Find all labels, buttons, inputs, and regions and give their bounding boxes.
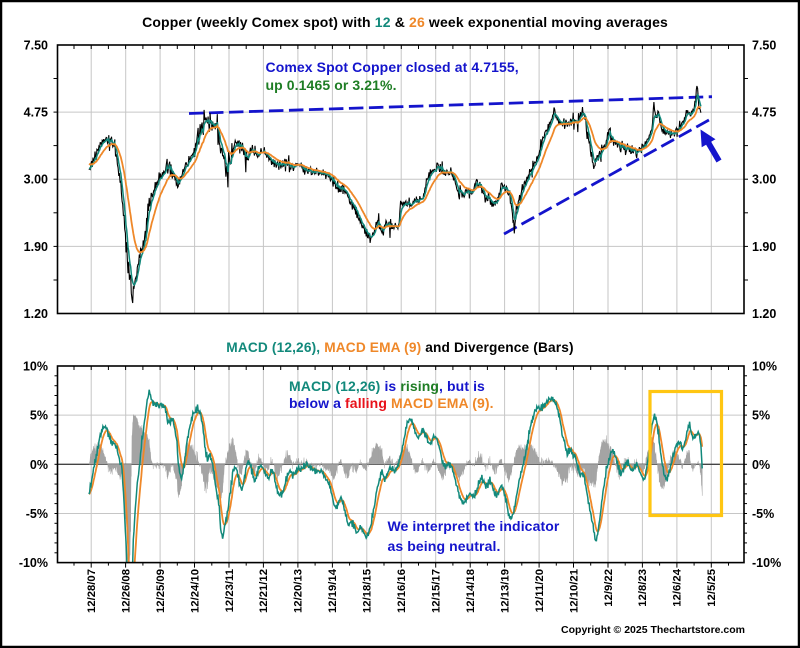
svg-text:12/26/08: 12/26/08 bbox=[121, 569, 133, 613]
svg-text:4.75: 4.75 bbox=[24, 106, 48, 120]
svg-text:1.20: 1.20 bbox=[752, 307, 776, 321]
svg-text:12/8/23: 12/8/23 bbox=[637, 569, 649, 607]
svg-text:12/13/19: 12/13/19 bbox=[499, 569, 511, 613]
svg-text:below a falling MACD EMA (9).: below a falling MACD EMA (9). bbox=[289, 395, 494, 411]
svg-text:12/28/07: 12/28/07 bbox=[86, 569, 98, 613]
svg-text:10%: 10% bbox=[23, 360, 48, 374]
svg-text:4.75: 4.75 bbox=[752, 106, 776, 120]
svg-text:12/25/09: 12/25/09 bbox=[155, 569, 167, 613]
svg-text:-10%: -10% bbox=[752, 556, 781, 570]
svg-text:MACD (12,26) is rising, but is: MACD (12,26) is rising, but is bbox=[289, 378, 485, 394]
svg-text:3.00: 3.00 bbox=[24, 173, 48, 187]
svg-text:0%: 0% bbox=[30, 458, 48, 472]
svg-text:12/24/10: 12/24/10 bbox=[189, 569, 201, 613]
svg-text:12/21/12: 12/21/12 bbox=[258, 569, 270, 613]
svg-text:1.20: 1.20 bbox=[24, 307, 48, 321]
svg-text:-10%: -10% bbox=[19, 556, 48, 570]
svg-text:-5%: -5% bbox=[752, 507, 774, 521]
svg-text:3.00: 3.00 bbox=[752, 173, 776, 187]
svg-text:12/16/16: 12/16/16 bbox=[396, 569, 408, 613]
svg-text:10%: 10% bbox=[752, 360, 777, 374]
svg-text:7.50: 7.50 bbox=[752, 39, 776, 53]
svg-text:12/6/24: 12/6/24 bbox=[672, 568, 684, 606]
svg-text:12/10/21: 12/10/21 bbox=[568, 569, 580, 613]
svg-text:We interpret the indicator: We interpret the indicator bbox=[388, 518, 560, 534]
svg-text:up 0.1465 or 3.21%.: up 0.1465 or 3.21%. bbox=[266, 77, 397, 93]
svg-text:12/18/15: 12/18/15 bbox=[362, 569, 374, 613]
svg-text:5%: 5% bbox=[30, 409, 48, 423]
svg-text:Comex Spot Copper closed at 4.: Comex Spot Copper closed at 4.7155, bbox=[266, 59, 519, 75]
svg-text:12/5/25: 12/5/25 bbox=[706, 569, 718, 607]
svg-text:MACD (12,26), MACD EMA (9) and: MACD (12,26), MACD EMA (9) and Divergenc… bbox=[226, 340, 573, 355]
svg-text:12/11/20: 12/11/20 bbox=[534, 569, 546, 612]
svg-text:5%: 5% bbox=[752, 409, 770, 423]
svg-text:1.90: 1.90 bbox=[752, 240, 776, 254]
svg-text:as being neutral.: as being neutral. bbox=[388, 538, 501, 554]
svg-text:Copyright © 2025 Thechartstore: Copyright © 2025 Thechartstore.com bbox=[561, 624, 745, 636]
svg-text:12/23/11: 12/23/11 bbox=[224, 569, 236, 612]
svg-text:Copper (weekly Comex spot) wit: Copper (weekly Comex spot) with 12 & 26 … bbox=[142, 14, 668, 30]
svg-text:12/19/14: 12/19/14 bbox=[327, 568, 339, 613]
svg-text:7.50: 7.50 bbox=[24, 39, 48, 53]
svg-text:12/15/17: 12/15/17 bbox=[431, 569, 443, 613]
svg-text:1.90: 1.90 bbox=[24, 240, 48, 254]
svg-text:12/14/18: 12/14/18 bbox=[465, 569, 477, 613]
svg-text:-5%: -5% bbox=[26, 507, 48, 521]
svg-text:12/9/22: 12/9/22 bbox=[603, 569, 615, 607]
svg-text:12/20/13: 12/20/13 bbox=[293, 569, 305, 613]
svg-text:0%: 0% bbox=[752, 458, 770, 472]
